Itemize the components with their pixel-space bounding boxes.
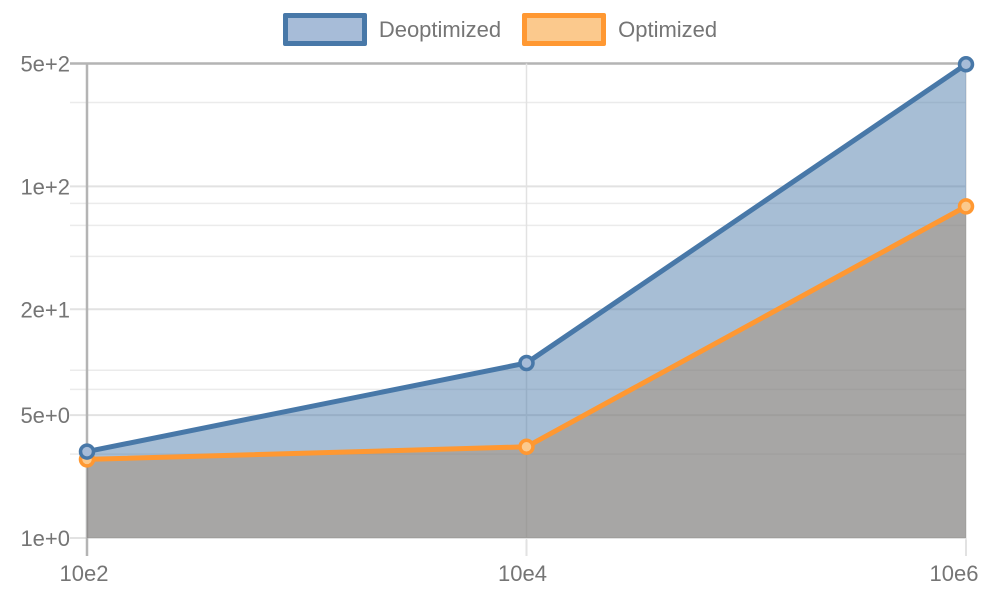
x-tick-label: 10e6 [930,561,979,586]
x-tick-label: 10e2 [60,561,109,586]
y-tick-label: 5e+2 [20,52,70,77]
deoptimized-point-0[interactable] [78,443,96,460]
legend-label-optimized: Optimized [618,17,718,42]
deoptimized-area [87,64,966,539]
deoptimized-point-1[interactable] [518,354,535,372]
optimized-swatch-icon [522,13,607,46]
optimized-point-2[interactable] [957,198,975,215]
deoptimized-point-2[interactable] [957,56,975,73]
optimized-point-1[interactable] [518,438,535,456]
deoptimized-swatch-icon [282,13,367,46]
y-tick-label: 5e+0 [20,403,70,428]
legend-item-optimized[interactable]: Optimized [522,13,717,46]
chart-legend: Deoptimized Optimized [0,13,1000,46]
legend-label-deoptimized: Deoptimized [378,17,502,42]
x-tick-label: 10e4 [498,561,547,586]
y-tick-label: 1e+2 [20,174,70,199]
y-tick-label: 2e+1 [20,297,70,322]
y-tick-label: 1e+0 [20,526,70,551]
legend-item-deoptimized[interactable]: Deoptimized [282,13,502,46]
